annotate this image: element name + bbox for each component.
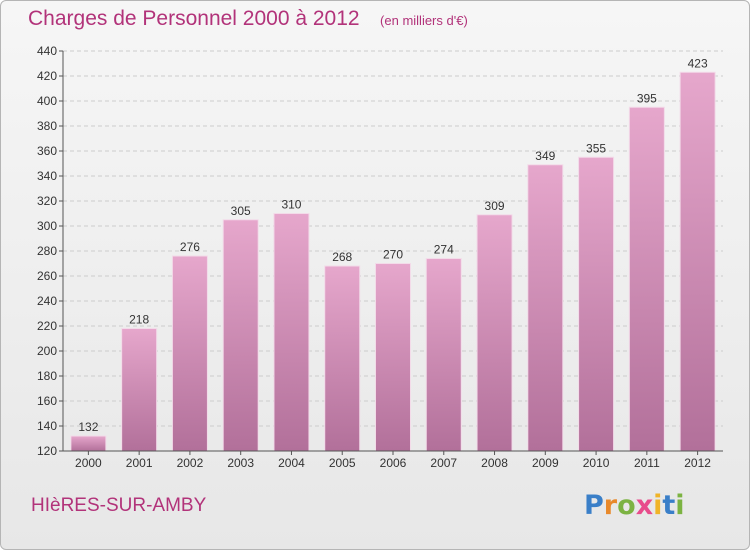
bar	[222, 219, 259, 452]
x-tick-label: 2012	[684, 456, 711, 470]
bar	[476, 214, 513, 452]
logo-letter: x	[635, 490, 654, 521]
y-tick-label: 360	[37, 144, 57, 158]
bar	[121, 328, 158, 452]
x-tick-label: 2003	[227, 456, 254, 470]
y-tick-label: 300	[37, 219, 57, 233]
x-tick-label: 2006	[380, 456, 407, 470]
bar	[578, 156, 615, 452]
data-label: 309	[485, 199, 505, 213]
bar	[679, 71, 716, 452]
logo-letter: o	[617, 490, 636, 521]
commune-name: HIèRES-SUR-AMBY	[31, 495, 207, 516]
bar	[70, 435, 107, 452]
proxiti-logo[interactable]: Proxiti	[584, 490, 685, 521]
data-label: 274	[434, 243, 454, 257]
data-label: 310	[281, 198, 301, 212]
y-tick-label: 280	[37, 244, 57, 258]
data-label: 395	[637, 91, 657, 105]
y-tick-label: 420	[37, 69, 57, 83]
logo-letter: i	[653, 490, 663, 521]
logo-letter: r	[603, 490, 618, 521]
y-tick-label: 400	[37, 94, 57, 108]
x-tick-label: 2000	[75, 456, 102, 470]
label-layer: 132 218 276 305 310 268 270 274 309 349 355 395 423	[78, 56, 708, 434]
x-tick-label: 2007	[430, 456, 457, 470]
data-label: 423	[688, 56, 708, 70]
bar	[628, 106, 665, 452]
y-tick-label: 160	[37, 394, 57, 408]
bar	[273, 213, 310, 452]
x-tick-label: 2005	[329, 456, 356, 470]
y-tick-label: 140	[37, 419, 57, 433]
bar	[527, 164, 564, 452]
y-tick-label: 440	[37, 44, 57, 58]
x-tick-label: 2002	[177, 456, 204, 470]
axis-layer: 120 140 160 180 200 220 240 260 280 300 320 340 360 3…	[37, 44, 723, 470]
data-label: 270	[383, 248, 403, 262]
x-tick-label: 2010	[583, 456, 610, 470]
y-tick-label: 240	[37, 294, 57, 308]
chart-title: Charges de Personnel 2000 à 2012	[28, 7, 360, 30]
data-label: 132	[78, 420, 98, 434]
x-tick-label: 2008	[481, 456, 508, 470]
y-tick-label: 120	[37, 444, 57, 458]
logo-letter: P	[584, 490, 604, 521]
bar-layer	[70, 71, 716, 452]
y-tick-label: 260	[37, 269, 57, 283]
x-tick-label: 2009	[532, 456, 559, 470]
x-tick-label: 2011	[634, 456, 660, 470]
bar	[324, 265, 361, 452]
y-tick-label: 320	[37, 194, 57, 208]
y-tick-label: 220	[37, 319, 57, 333]
bar	[171, 255, 208, 452]
bar	[375, 263, 411, 452]
data-label: 349	[535, 149, 555, 163]
x-tick-label: 2004	[278, 456, 305, 470]
data-label: 305	[231, 204, 251, 218]
x-tick-label: 2001	[126, 456, 153, 470]
y-tick-label: 200	[37, 344, 57, 358]
logo-letter: t	[662, 490, 676, 521]
data-label: 268	[332, 250, 352, 264]
y-tick-label: 380	[37, 119, 57, 133]
data-label: 218	[129, 313, 149, 327]
y-tick-label: 180	[37, 369, 57, 383]
bar	[425, 258, 462, 452]
title-row: Charges de Personnel 2000 à 2012 (en mil…	[28, 7, 468, 31]
logo-letter: i	[675, 490, 685, 521]
chart-subtitle: (en milliers d'€)	[380, 13, 468, 28]
data-label: 355	[586, 141, 606, 155]
data-label: 276	[180, 240, 200, 254]
y-tick-label: 340	[37, 169, 57, 183]
